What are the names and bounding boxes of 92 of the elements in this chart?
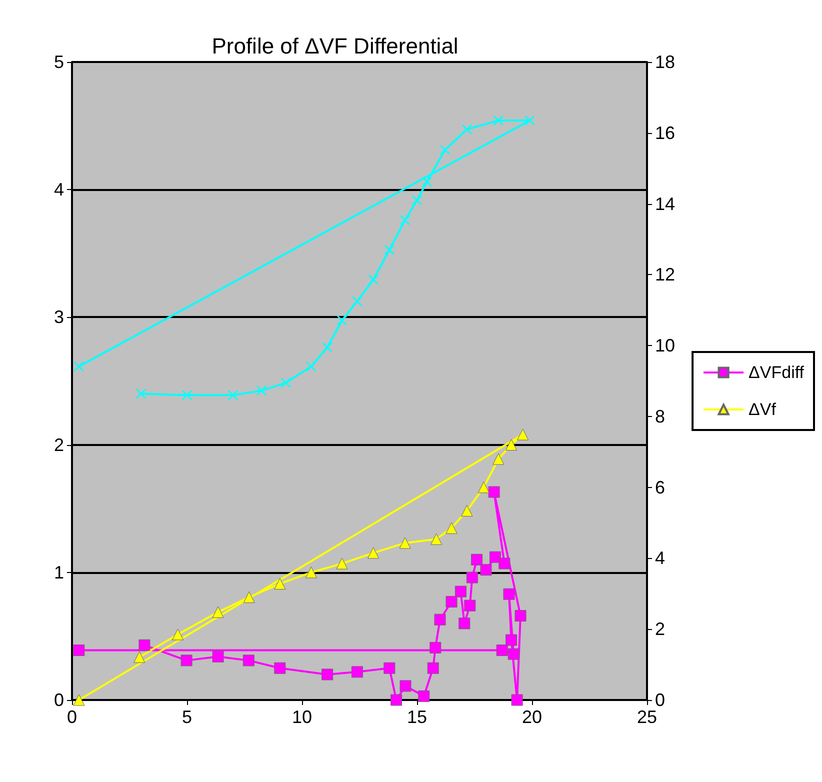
point: [228, 390, 238, 400]
point: [492, 453, 504, 465]
point: [368, 274, 378, 285]
y-tick-label: 4: [54, 180, 64, 200]
point: [430, 642, 442, 654]
point: [274, 662, 286, 674]
y2-tick-label: 6: [655, 477, 666, 498]
point: [336, 558, 348, 570]
point: [489, 551, 501, 563]
point: [243, 591, 255, 603]
point: [418, 690, 430, 702]
point: [322, 342, 332, 352]
point: [514, 610, 526, 622]
point: [306, 361, 316, 372]
point: [430, 533, 442, 545]
y-tick-label: 1: [54, 562, 64, 582]
point: [180, 654, 192, 666]
y-tick-label: 0: [54, 690, 64, 710]
point: [478, 482, 490, 494]
point: [305, 566, 317, 578]
point: [212, 650, 224, 662]
point: [134, 651, 146, 663]
y-tick-label: 2: [54, 434, 64, 455]
point: [73, 694, 85, 706]
point: [412, 195, 422, 206]
y-tick-label: 3: [54, 307, 64, 328]
point: [422, 176, 432, 187]
point: [400, 680, 412, 692]
y2-tick-label: 2: [655, 619, 666, 640]
y2-tick-label: 0: [655, 690, 666, 710]
point: [242, 654, 254, 666]
y2-tick-label: 16: [655, 122, 676, 143]
x-tick-label: 25: [636, 707, 658, 727]
point: [462, 124, 472, 134]
point: [493, 115, 504, 126]
point: [461, 504, 473, 516]
point: [400, 215, 410, 226]
point: [503, 588, 515, 600]
point: [496, 644, 508, 656]
point: [480, 564, 492, 576]
x-tick-label: 5: [182, 707, 192, 727]
point: [74, 361, 84, 372]
point: [138, 639, 150, 651]
y-tick-label: 5: [54, 52, 64, 72]
point: [368, 547, 380, 559]
point: [322, 668, 334, 680]
legend-label: ΔVf: [748, 400, 776, 419]
x-tick-label: 15: [406, 707, 428, 727]
point: [182, 390, 192, 400]
point: [498, 558, 510, 570]
y2-tick-label: 4: [655, 548, 666, 568]
y2-tick-label: 8: [655, 406, 666, 426]
point: [488, 486, 500, 498]
point: [471, 554, 483, 566]
point: [458, 618, 470, 630]
y2-tick-label: 10: [655, 336, 676, 356]
point: [446, 596, 458, 608]
point: [337, 315, 348, 326]
point: [384, 662, 396, 674]
point: [280, 378, 291, 388]
point: [172, 628, 184, 640]
point: [506, 634, 518, 646]
point: [511, 694, 523, 706]
point: [434, 614, 446, 626]
x-tick-label: 20: [522, 707, 542, 727]
y2-tick-label: 18: [655, 52, 676, 72]
y2-tick-label: 14: [655, 194, 676, 214]
point: [390, 694, 402, 706]
point: [352, 296, 362, 306]
x-tick-label: 10: [292, 707, 312, 727]
point: [427, 662, 439, 674]
point: [256, 386, 267, 396]
point: [440, 144, 450, 155]
point: [351, 666, 363, 678]
point: [446, 522, 458, 534]
point: [384, 244, 394, 255]
point: [136, 388, 146, 399]
point: [506, 439, 518, 451]
point: [73, 644, 85, 656]
chart-title: Profile of ΔVF Differential: [212, 34, 458, 58]
y2-tick-label: 12: [655, 264, 676, 285]
point: [524, 115, 535, 126]
x-tick-label: 0: [66, 707, 78, 727]
point: [399, 537, 411, 549]
point: [466, 572, 478, 584]
point: [464, 600, 476, 612]
point: [508, 648, 520, 660]
point: [454, 586, 466, 598]
point: [274, 578, 286, 590]
point: [212, 606, 224, 618]
legend-label: ΔVFdiff: [748, 363, 804, 382]
point: [517, 428, 529, 440]
